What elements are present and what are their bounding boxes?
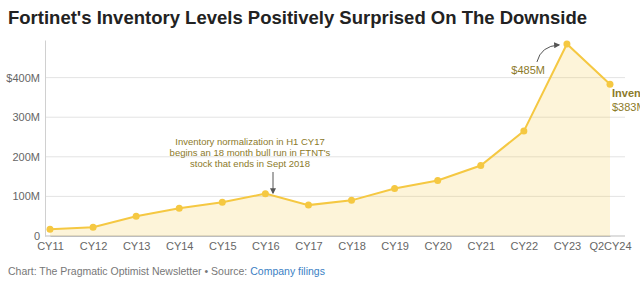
x-tick-label: CY22: [511, 240, 539, 252]
annotation-arrow: [273, 172, 274, 193]
x-tick-label: CY18: [338, 240, 366, 252]
x-tick-label: Q2CY24: [589, 240, 631, 252]
y-axis: 0100M200M300M$400M: [6, 41, 45, 243]
x-tick-label: CY23: [554, 240, 582, 252]
line: [50, 44, 610, 229]
marker: [219, 199, 226, 206]
x-tick: CY21: [468, 236, 496, 252]
x-tick-label: CY14: [166, 240, 194, 252]
x-tick: CY14: [166, 236, 194, 252]
source-link: Company filings: [250, 265, 325, 277]
x-tick: CY17: [295, 236, 323, 252]
marker: [477, 162, 484, 169]
marker: [520, 128, 527, 135]
plot-area: [47, 40, 614, 236]
x-tick: CY11: [37, 236, 64, 252]
x-tick-label: CY17: [295, 240, 323, 252]
marker: [434, 177, 441, 184]
x-tick: CY15: [209, 236, 237, 252]
grid-line: [45, 77, 625, 78]
x-tick-label: CY11: [37, 240, 64, 252]
marker: [176, 205, 183, 212]
x-tick: CY16: [252, 236, 280, 252]
y-tick: $400M: [6, 72, 45, 84]
x-axis: CY11 CY12 CY13 CY14 CY15 CY16 CY17 CY18 CY19 CY20…: [37, 236, 631, 252]
x-tick: CY18: [338, 236, 366, 252]
marker: [348, 197, 355, 204]
annotation: $383M: [612, 101, 640, 113]
annotation-line: begins an 18 month bull run in FTNT's: [170, 147, 331, 158]
area: [50, 44, 610, 236]
x-tick-label: CY13: [123, 240, 151, 252]
x-tick: Q2CY24: [589, 236, 631, 252]
y-tick-label: 100M: [12, 190, 40, 202]
annotation-arrow: [537, 45, 559, 62]
x-tick-label: CY12: [80, 240, 108, 252]
series-label: Inventory Levels: [612, 87, 640, 99]
x-tick-label: CY16: [252, 240, 280, 252]
footer: Chart: The Pragmatic Optimist Newsletter…: [8, 265, 325, 277]
y-tick-label: $400M: [6, 72, 40, 84]
y-tick-label: 300M: [12, 111, 40, 123]
y-tick: 200M: [12, 151, 45, 163]
marker: [262, 190, 269, 197]
marker: [305, 202, 312, 209]
y-tick: 300M: [12, 111, 45, 123]
x-tick-label: CY21: [468, 240, 496, 252]
marker: [391, 185, 398, 192]
x-tick-label: CY15: [209, 240, 237, 252]
title: Fortinet's Inventory Levels Positively S…: [8, 7, 587, 28]
marker: [47, 226, 54, 233]
background: [0, 0, 640, 286]
y-tick-label: 200M: [12, 151, 40, 163]
x-tick-label: CY19: [381, 240, 409, 252]
annotation-line: stock that ends in Sept 2018: [190, 158, 310, 169]
x-tick: CY23: [554, 236, 582, 252]
x-tick-label: CY20: [424, 240, 452, 252]
marker: [90, 224, 97, 231]
annotation: $485M: [511, 64, 545, 76]
marker: [133, 213, 140, 220]
x-tick: CY19: [381, 236, 409, 252]
x-tick: CY13: [123, 236, 151, 252]
credit: Chart: The Pragmatic Optimist Newsletter…: [8, 265, 247, 277]
x-axis-line: [51, 236, 611, 237]
x-tick: CY22: [511, 236, 539, 252]
x-tick: CY20: [424, 236, 452, 252]
y-tick: 100M: [12, 190, 45, 202]
annotation: Inventory normalization in H1 CY17begins…: [170, 136, 331, 169]
marker: [563, 40, 570, 47]
y-axis-line: [45, 41, 46, 237]
x-tick: CY12: [80, 236, 108, 252]
annotation-line: Inventory normalization in H1 CY17: [175, 136, 324, 147]
